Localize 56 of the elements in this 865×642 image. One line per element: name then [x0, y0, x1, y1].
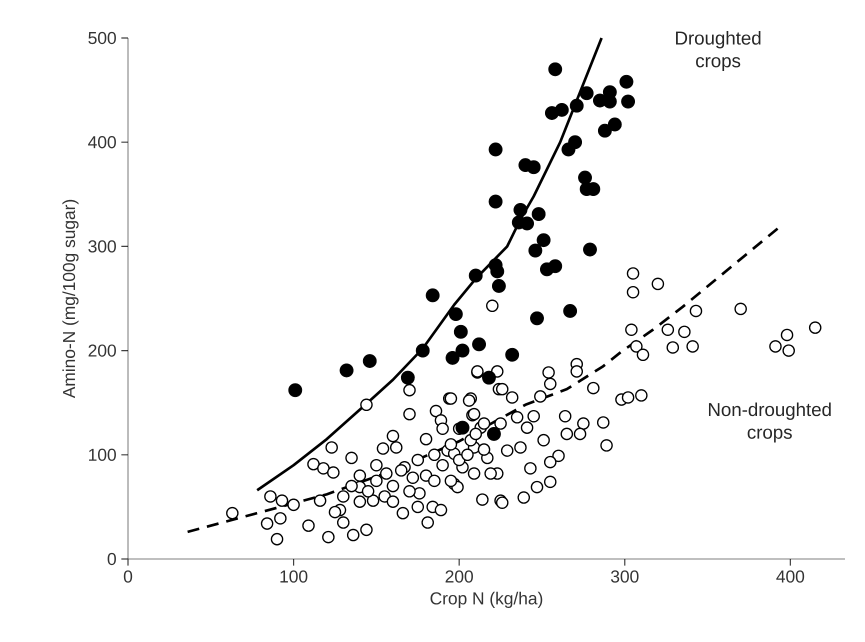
point [514, 202, 528, 217]
point [288, 383, 302, 398]
annotation: Non-droughted crops [708, 402, 831, 443]
y-axis-title: Amino-N (mg/100g sugar) [62, 200, 79, 398]
point [608, 118, 622, 132]
point [578, 170, 592, 185]
point [340, 363, 354, 378]
point [621, 94, 636, 108]
point [488, 142, 503, 156]
point [580, 86, 594, 100]
point [468, 268, 483, 282]
point [426, 288, 440, 302]
point [456, 344, 470, 358]
point [362, 354, 377, 368]
point [563, 304, 578, 318]
point [492, 279, 506, 293]
y-tick-label: 300 [88, 240, 116, 253]
point [536, 233, 551, 248]
x-tick-label: 0 [124, 570, 132, 583]
point [583, 242, 597, 256]
point [400, 370, 415, 385]
point [520, 216, 534, 230]
point [568, 135, 582, 150]
point [454, 324, 468, 339]
point [532, 207, 546, 222]
point [456, 420, 470, 435]
y-tick-label: 500 [88, 32, 116, 44]
point [446, 350, 460, 365]
point [548, 259, 562, 274]
point [416, 344, 430, 358]
x-tick-label: 100 [280, 570, 308, 583]
annotation: Droughted crops [676, 30, 760, 72]
point [487, 427, 501, 441]
x-tick-label: 400 [776, 570, 804, 583]
y-tick-label: 400 [88, 136, 116, 148]
point [554, 102, 569, 117]
x-tick-label: 200 [446, 570, 473, 583]
x-tick-label: 300 [610, 570, 639, 583]
point [482, 370, 496, 385]
point [570, 98, 584, 113]
y-tick-label: 0 [108, 552, 116, 566]
point [505, 348, 520, 362]
point [619, 74, 634, 89]
point [526, 160, 541, 174]
point [602, 94, 617, 108]
point [472, 337, 486, 352]
point [548, 62, 562, 76]
x-axis-title: Crop N (kg/ha) [430, 592, 542, 608]
point [488, 194, 503, 209]
y-tick-label: 200 [88, 344, 116, 357]
point [598, 124, 612, 138]
point [448, 307, 463, 322]
point [528, 244, 542, 258]
point [530, 311, 544, 326]
line-series [256, 36, 603, 492]
y-tick-label: 100 [89, 448, 116, 461]
